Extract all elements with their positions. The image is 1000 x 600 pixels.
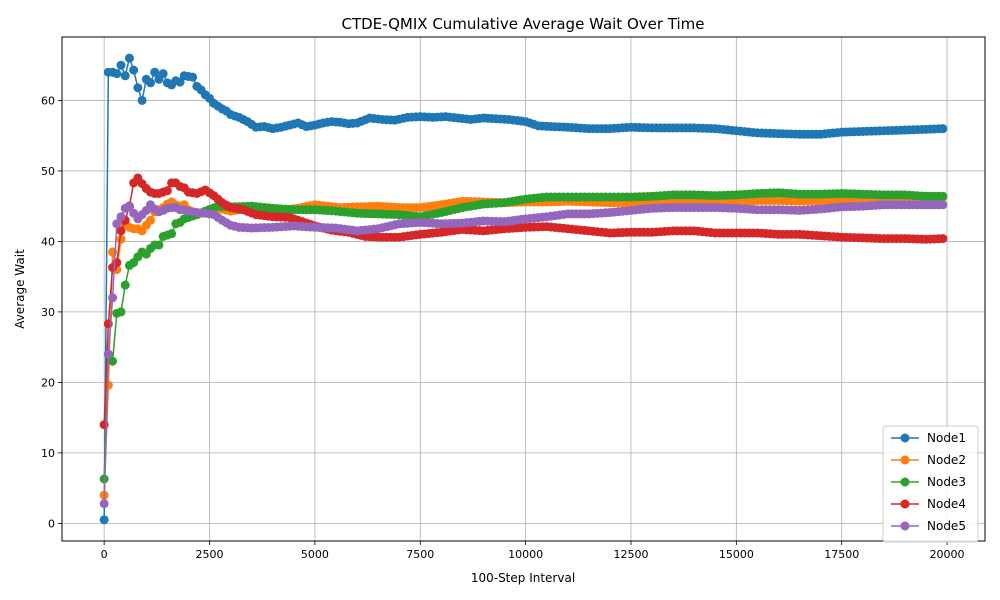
data-point-node1 xyxy=(158,69,168,79)
data-point-node5 xyxy=(938,200,948,210)
data-point-node1 xyxy=(146,78,156,88)
series-line-node5 xyxy=(103,203,943,504)
legend-label-node4: Node4 xyxy=(927,497,966,511)
y-tick-label: 10 xyxy=(41,447,55,460)
data-point-node3 xyxy=(938,191,948,201)
legend-box xyxy=(882,425,979,543)
data-point-node3 xyxy=(120,280,130,290)
data-point-node1 xyxy=(129,65,139,75)
x-tick-label: 2500 xyxy=(196,548,224,561)
data-point-node4 xyxy=(99,420,109,430)
grid-lines xyxy=(62,37,985,541)
x-tick-label: 20000 xyxy=(930,548,965,561)
legend-marker-node5 xyxy=(900,521,910,531)
series-node5 xyxy=(99,200,948,509)
data-point-node1 xyxy=(133,83,143,93)
x-axis-label: 100-Step Interval xyxy=(471,571,575,585)
legend-label-node2: Node2 xyxy=(927,453,966,467)
data-point-node1 xyxy=(188,72,198,82)
y-tick-label: 30 xyxy=(41,306,55,319)
data-point-node3 xyxy=(116,307,126,317)
y-axis-ticks: 0 10 20 30 40 50 60 xyxy=(41,94,62,530)
legend-marker-node3 xyxy=(900,477,910,487)
data-point-node1 xyxy=(112,69,122,79)
legend: Node1 Node2 Node3 Node4 Node5 xyxy=(882,425,979,543)
data-point-node1 xyxy=(116,60,126,70)
legend-label-node1: Node1 xyxy=(927,431,966,445)
y-axis-label: Average Wait xyxy=(13,249,27,329)
y-tick-label: 0 xyxy=(48,517,55,530)
data-point-node5 xyxy=(116,212,126,222)
x-tick-label: 10000 xyxy=(508,548,543,561)
series-line-node1 xyxy=(103,55,943,520)
data-point-node5 xyxy=(124,202,134,212)
legend-label-node3: Node3 xyxy=(927,475,966,489)
x-tick-label: 15000 xyxy=(719,548,754,561)
data-point-node5 xyxy=(112,219,122,229)
x-tick-label: 7500 xyxy=(406,548,434,561)
data-point-node4 xyxy=(112,258,122,268)
data-point-node1 xyxy=(175,77,185,87)
legend-marker-node4 xyxy=(900,499,910,509)
data-point-node1 xyxy=(99,515,109,525)
x-tick-label: 12500 xyxy=(613,548,648,561)
legend-label-node5: Node5 xyxy=(927,519,966,533)
series-node4 xyxy=(99,173,948,430)
data-point-node1 xyxy=(124,53,134,63)
data-point-node5 xyxy=(103,349,113,359)
data-point-node1 xyxy=(150,67,160,77)
y-tick-label: 20 xyxy=(41,376,55,389)
data-point-node4 xyxy=(938,234,948,244)
chart-title: CTDE-QMIX Cumulative Average Wait Over T… xyxy=(341,15,704,33)
x-tick-label: 17500 xyxy=(824,548,859,561)
data-point-node3 xyxy=(154,240,164,250)
legend-marker-node1 xyxy=(900,433,910,443)
y-tick-label: 40 xyxy=(41,235,55,248)
data-point-node3 xyxy=(108,356,118,366)
plot-frame xyxy=(61,36,986,542)
data-point-node4 xyxy=(116,226,126,236)
data-point-node4 xyxy=(162,186,172,196)
data-point-node5 xyxy=(99,499,109,509)
legend-marker-node2 xyxy=(900,455,910,465)
x-tick-label: 5000 xyxy=(301,548,329,561)
y-tick-label: 50 xyxy=(41,165,55,178)
series-node1 xyxy=(99,53,948,525)
data-point-node1 xyxy=(137,95,147,105)
y-tick-label: 60 xyxy=(41,94,55,107)
series-layer xyxy=(99,53,948,525)
x-axis-ticks: 0 2500 5000 7500 10000 12500 15000 17500 20000 xyxy=(101,541,965,561)
data-point-node5 xyxy=(108,293,118,303)
x-tick-label: 0 xyxy=(101,548,108,561)
data-point-node1 xyxy=(938,124,948,134)
data-point-node1 xyxy=(120,71,130,81)
data-point-node2 xyxy=(116,234,126,244)
data-point-node2 xyxy=(146,215,156,225)
data-point-node3 xyxy=(167,229,177,239)
